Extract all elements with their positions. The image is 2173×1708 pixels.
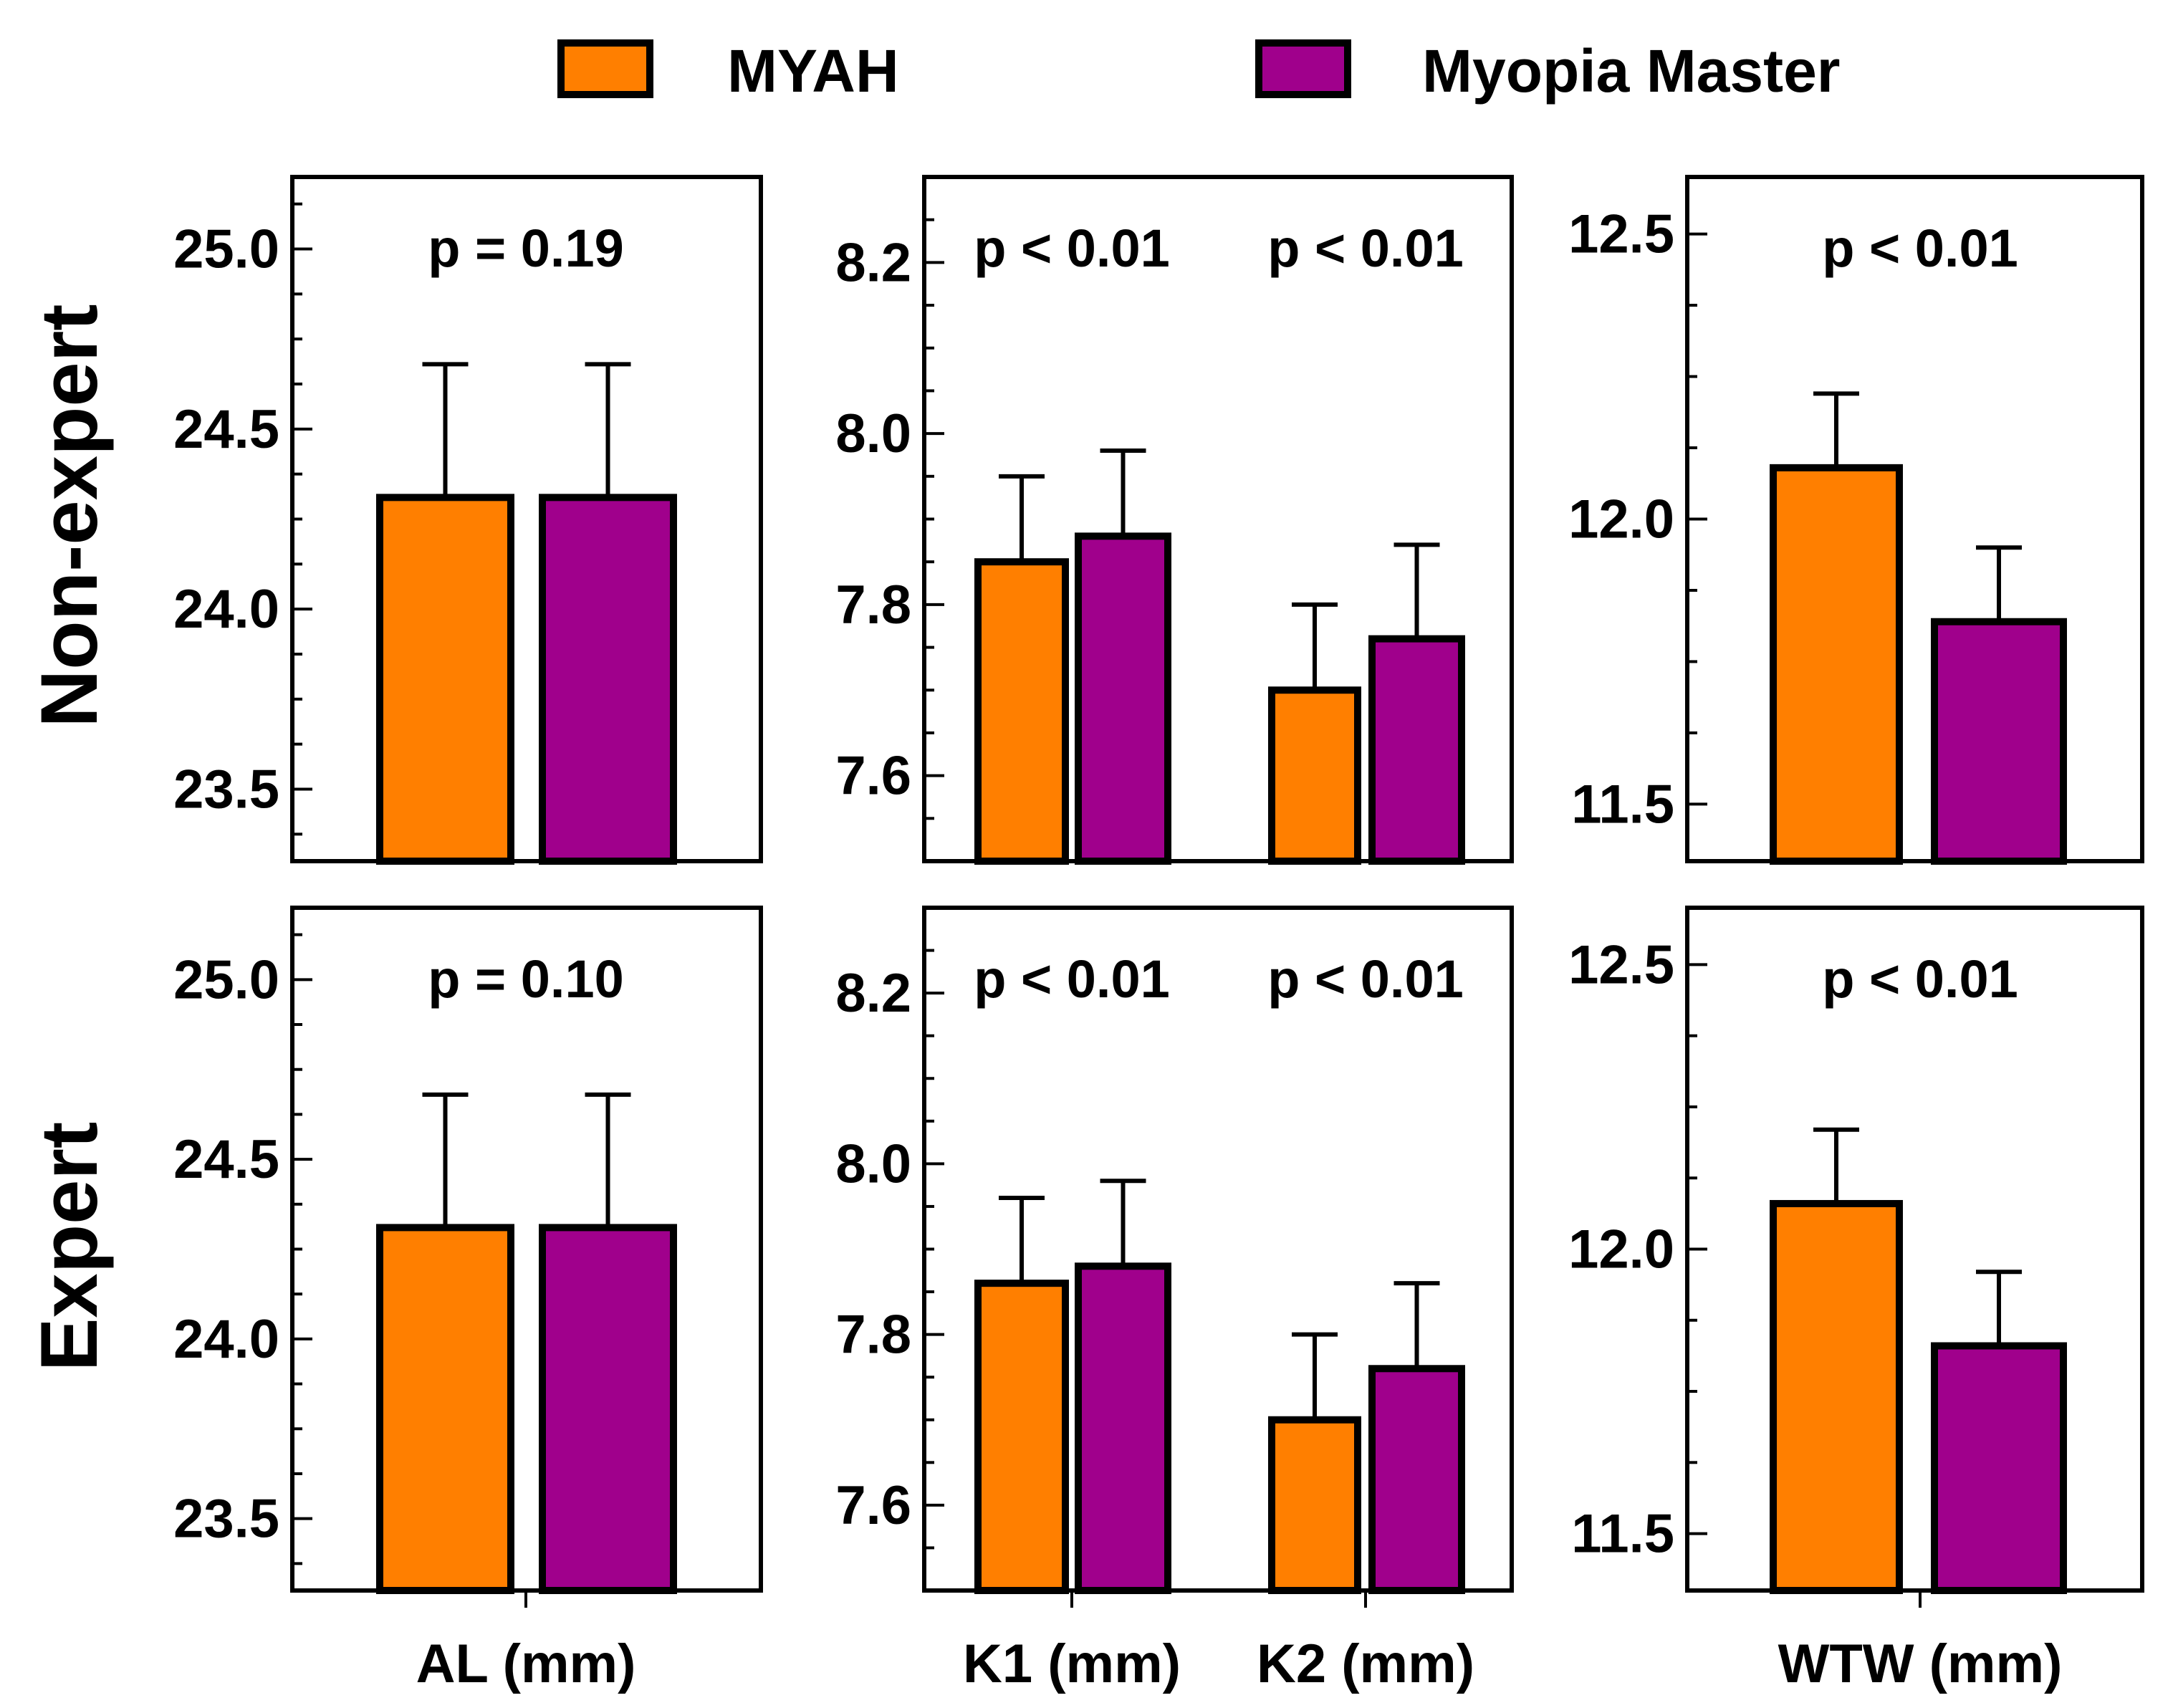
- y-tick-label: 7.6: [835, 1475, 911, 1536]
- bar: [1075, 1262, 1171, 1594]
- p-value-label: p = 0.10: [428, 949, 624, 1009]
- panel-non-expert-2: 11.5 12.0 12.5 p < 0.01: [1568, 175, 2144, 865]
- bar: [1770, 464, 1903, 865]
- y-tick-label: 23.5: [173, 759, 279, 820]
- p-value-label: p < 0.01: [974, 949, 1170, 1009]
- legend-swatch-myopia-master: [1255, 39, 1351, 98]
- y-tick-label: 8.2: [835, 232, 911, 293]
- panel-expert-2: 11.5 12.0 12.5 p < 0.01 WTW (mm): [1568, 906, 2144, 1694]
- y-tick-label: 7.6: [835, 746, 911, 807]
- y-tick-label: 8.0: [835, 403, 911, 464]
- y-tick-label: 12.0: [1568, 1219, 1674, 1280]
- y-tick-label: 7.8: [835, 575, 911, 635]
- y-tick-label: 12.5: [1568, 934, 1674, 995]
- bar: [539, 1224, 677, 1594]
- p-value-label: p < 0.01: [1822, 219, 2018, 278]
- bar: [974, 558, 1069, 865]
- y-tick-label: 7.8: [835, 1305, 911, 1366]
- plot-frame: [1685, 175, 2144, 863]
- panel-expert-0: 23.5 24.0 24.5 25.0 p = 0.10 AL (mm): [173, 906, 763, 1694]
- y-tick-label: 11.5: [1571, 774, 1674, 835]
- panel-non-expert-1: 7.6 7.8 8.0 8.2 p < 0.01 p < 0.01: [835, 175, 1514, 865]
- y-tick-label: 11.5: [1571, 1504, 1674, 1565]
- legend: MYAH Myopia Master: [557, 37, 1841, 105]
- row-label-expert: Expert: [24, 1122, 114, 1372]
- x-axis-label: K2 (mm): [1257, 1633, 1474, 1694]
- panel-expert-1: 7.6 7.8 8.0 8.2 p < 0.01 p < 0.01 K1 (mm) K2 (m…: [835, 906, 1514, 1694]
- y-tick-label: 25.0: [173, 949, 279, 1010]
- p-value-label: p < 0.01: [1267, 219, 1464, 278]
- bar: [1368, 1365, 1465, 1595]
- y-tick-label: 12.0: [1568, 489, 1674, 550]
- p-value-label: p < 0.01: [1822, 949, 2018, 1009]
- x-axis-label: WTW (mm): [1778, 1633, 2063, 1694]
- bar: [1931, 618, 2067, 865]
- legend-label-myopia-master: Myopia Master: [1422, 37, 1841, 105]
- plot-frame: [290, 906, 763, 1593]
- y-tick-label: 12.5: [1568, 204, 1674, 265]
- plot-frame: [1685, 906, 2144, 1593]
- x-axis-label: AL (mm): [416, 1633, 636, 1694]
- panel-non-expert-0: 23.5 24.0 24.5 25.0 p = 0.19: [173, 175, 763, 865]
- x-axis-label: K1 (mm): [963, 1633, 1181, 1694]
- y-tick-label: 8.0: [835, 1133, 911, 1194]
- bar: [1770, 1199, 1903, 1594]
- bar: [376, 494, 514, 865]
- legend-label-myah: MYAH: [727, 37, 899, 105]
- y-tick-label: 24.5: [173, 399, 279, 460]
- y-tick-label: 23.5: [173, 1489, 279, 1550]
- plot-frame: [290, 175, 763, 863]
- panels: 23.5 24.0 24.5 25.0 p = 0.19 7.6 7.8 8.0 8.2 p < …: [173, 175, 2144, 1694]
- y-tick-label: 24.0: [173, 579, 279, 640]
- bar: [1368, 635, 1465, 865]
- y-tick-label: 24.5: [173, 1129, 279, 1190]
- bar: [539, 494, 677, 865]
- y-tick-label: 8.2: [835, 963, 911, 1024]
- y-tick-label: 25.0: [173, 219, 279, 280]
- legend-swatch-myah: [557, 39, 653, 98]
- bar: [1268, 1416, 1361, 1594]
- p-value-label: p < 0.01: [1267, 949, 1464, 1009]
- p-value-label: p = 0.19: [428, 219, 624, 278]
- bar: [1268, 686, 1361, 865]
- bar: [376, 1224, 514, 1594]
- y-tick-label: 24.0: [173, 1309, 279, 1370]
- bar: [1931, 1342, 2067, 1594]
- row-label-non-expert: Non-expert: [24, 304, 114, 727]
- bar: [974, 1280, 1069, 1595]
- p-value-label: p < 0.01: [974, 219, 1170, 278]
- bar: [1075, 532, 1171, 865]
